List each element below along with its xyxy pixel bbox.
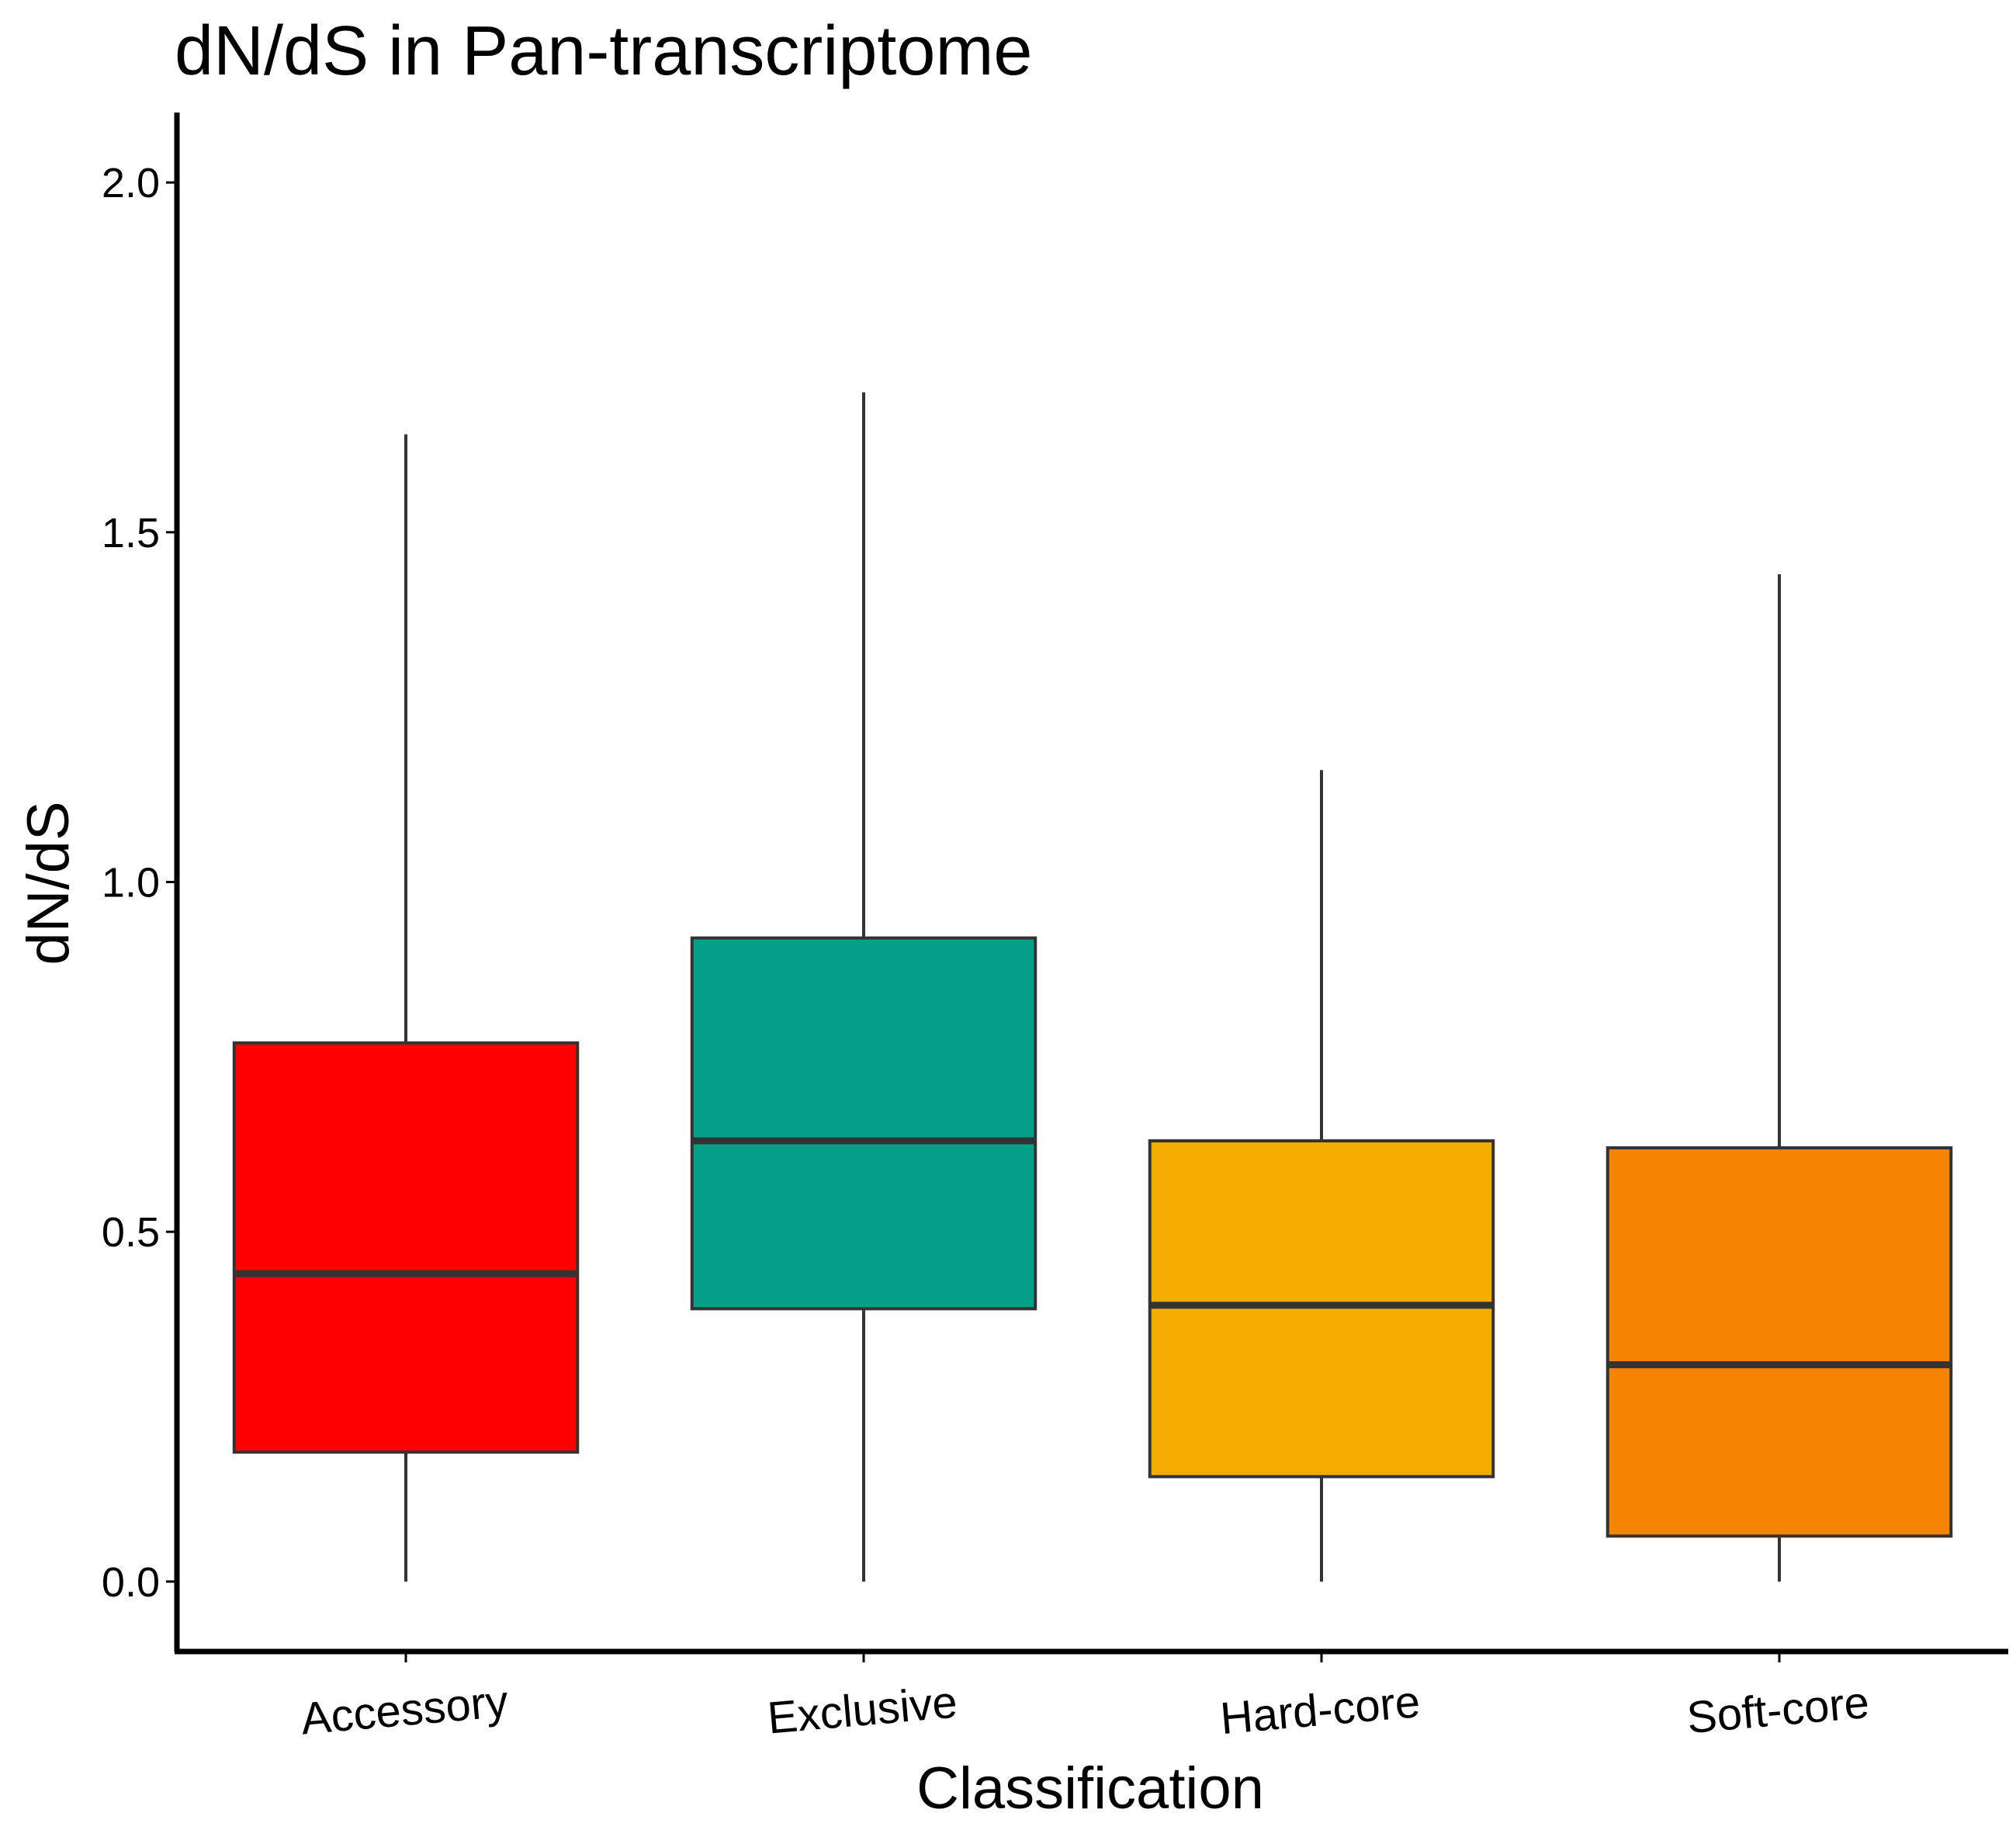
x-tick-label: Soft-core [1685,1677,1871,1743]
box-soft-core [1606,1146,1953,1538]
chart-title: dN/dS in Pan-transcriptome [175,12,1033,90]
box-exclusive [690,936,1037,1311]
x-tick-label: Hard-core [1218,1676,1422,1744]
y-tick-label: 0.0 [102,1559,160,1606]
y-axis-title: dN/dS [16,801,81,965]
y-tick-label: 2.0 [102,160,160,206]
x-tick-label: Exclusive [765,1677,959,1744]
y-tick-label: 1.5 [102,510,160,556]
y-tick-label: 0.5 [102,1209,160,1256]
box-accessory [232,1041,580,1454]
x-axis-title: Classification [916,1756,1264,1821]
y-tick-label: 1.0 [102,860,160,906]
box-hard-core [1148,1139,1495,1478]
plot-area: 0.0 0.5 1.0 1.5 2.0 Accessory Exclusive Hard-co… [102,113,2008,1745]
x-tick-label: Accessory [299,1676,510,1745]
